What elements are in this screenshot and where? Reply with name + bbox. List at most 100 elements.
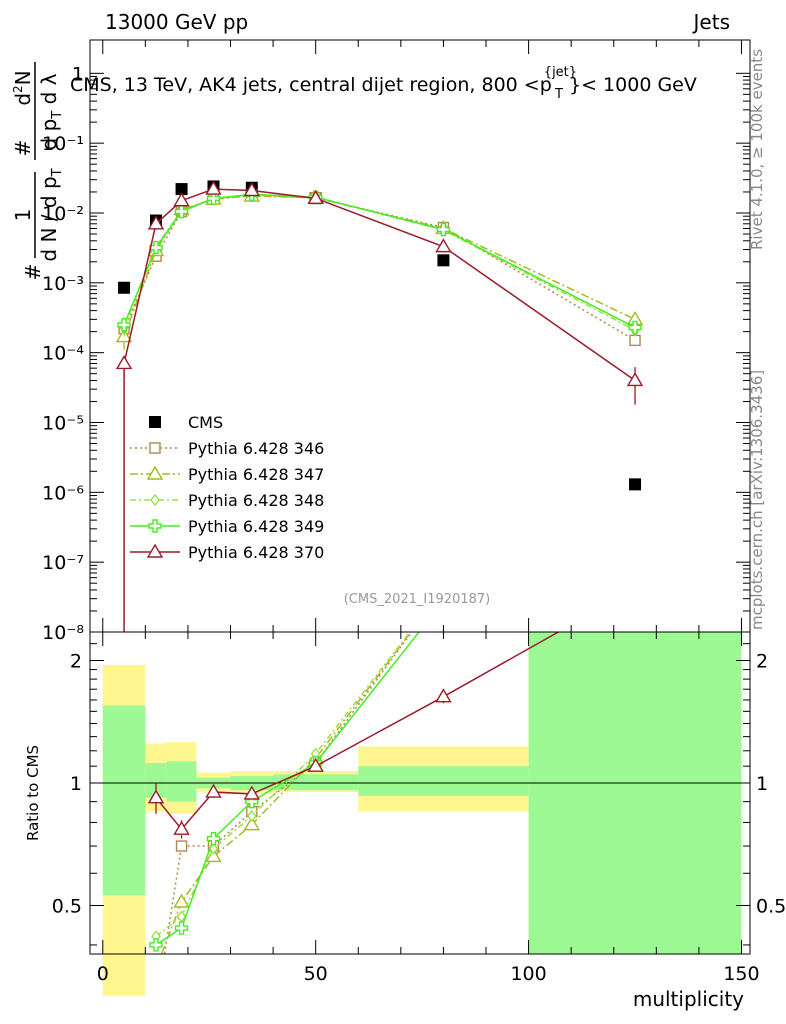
data-point [174,204,189,219]
uncertainty-band-green [102,705,146,896]
uncertainty-band-green [358,766,529,796]
data-point [307,189,324,205]
side-label-bottom: mcplots.cern.ch [arXiv:1306.3436] [748,370,766,630]
data-point [173,192,190,207]
data-point [147,215,165,230]
ratio-series-clipped [147,632,560,954]
legend-marker [149,416,161,428]
legend-entry: Pythia 6.428 347 [130,465,324,484]
x-axis-label: multiplicity [633,987,744,1011]
plot-title-end: }< 1000 GeV [569,74,697,96]
data-point [115,355,133,370]
legend-entry: Pythia 6.428 370 [130,543,324,562]
main-ticks: 10⁻⁸ 10⁻⁷ 10⁻⁶ 10⁻⁵ 10⁻⁴ 10⁻³ 10⁻² 10⁻¹ 1 [42,40,750,644]
ratio-y-tick-label: 1 [70,773,82,795]
data-point [243,182,261,197]
uncertainty-band-green [145,762,167,798]
ratio-point [173,893,190,908]
ratio-y-tick-label-right: 0.5 [756,895,786,917]
ratio-y-tick-label-right: 1 [756,773,768,795]
series-3 [119,188,640,337]
ratio-line [163,632,413,954]
x-tick-label: 150 [723,963,759,985]
legend-entry: Pythia 6.428 349 [130,517,324,536]
y-tick-label: 1 [72,63,84,85]
data-point [117,318,131,332]
ratio-ylabel: Ratio to CMS [24,745,42,841]
ratio-line [155,632,411,937]
legend: CMS Pythia 6.428 346 Pythia 6.428 347 Pythi… [130,413,324,562]
x-tick-label: 100 [510,963,546,985]
watermark: (CMS_2021_I1920187) [344,592,491,607]
data-point [205,180,222,195]
y-tick-label: 10⁻² [42,203,84,225]
main-panel: 10⁻⁸ 10⁻⁷ 10⁻⁶ 10⁻⁵ 10⁻⁴ 10⁻³ 10⁻² 10⁻¹ 1 (CMS_2… [42,39,751,644]
y-tick-label: 10⁻¹ [42,133,84,155]
legend-entry: Pythia 6.428 346 [130,439,324,458]
ylabel-left-hash: # [21,264,45,281]
y-tick-label: 10⁻⁷ [42,552,84,574]
legend-marker [146,465,164,480]
ylabel-numerator-3: d2N [11,70,35,105]
ratio-point [149,938,163,952]
data-point [175,183,188,196]
y-tick-label: 10⁻⁸ [42,622,84,644]
ratio-line [155,632,420,946]
legend-label: CMS [188,413,223,432]
y-tick-label: 10⁻³ [42,273,84,295]
ylabel-denominator-1: d N / d pT [37,168,65,261]
ratio-point [173,820,190,835]
data-point [629,334,641,347]
y-tick-label: 10⁻⁶ [42,482,84,504]
data-point [435,238,452,253]
ratio-series-4 [147,632,560,839]
legend-label: Pythia 6.428 370 [188,543,324,562]
ratio-y-tick-label-right: 2 [756,651,768,673]
ratio-bands [102,632,742,996]
ratio-point [206,831,221,846]
legend-label: Pythia 6.428 347 [188,465,324,484]
series-line [123,194,636,331]
legend-marker [149,442,161,454]
y-tick-label: 10⁻⁴ [42,343,84,365]
data-point [436,222,451,237]
legend-entry: CMS [149,413,223,432]
plot-title-main: CMS, 13 TeV, AK4 jets, central dijet reg… [70,74,552,96]
data-point [118,281,131,294]
legend-marker [150,493,160,507]
ratio-frame [89,631,751,955]
ratio-point [246,809,257,823]
legend-entry: Pythia 6.428 348 [130,491,324,510]
ratio-point [174,921,189,935]
ratio-point [205,783,222,798]
data-point [628,320,642,335]
series-4 [117,187,642,335]
data-point [437,254,450,267]
ratio-point [175,840,188,852]
header-left: 13000 GeV pp [105,10,248,34]
data-point [149,240,163,255]
series-line [123,193,636,329]
legend-label: Pythia 6.428 348 [188,491,324,510]
plot-title-sup: {jet} [544,65,577,80]
data-point [629,478,642,491]
legend-label: Pythia 6.428 346 [188,439,324,458]
ratio-line [160,632,412,954]
ratio-series [147,632,560,954]
plot-title-sub: T [554,87,563,102]
ratio-point [243,785,261,800]
ratio-point [243,816,261,831]
header-right: Jets [692,10,730,34]
series-line [123,194,636,342]
x-tick-label: 50 [304,963,328,985]
ylabel-numerator-1: 1 [11,209,35,222]
ylabel-numerator-2: # [11,140,35,157]
ratio-point [307,757,324,772]
series-5 [115,180,644,632]
x-tick-label: 0 [97,963,109,985]
series-line [123,188,636,382]
y-tick-label: 10⁻⁵ [42,412,84,434]
uncertainty-band-green [528,632,742,954]
ratio-panel: 0.5 0.5 1 1 2 2 0 50 100 150 Ratio to CMS multipl… [24,631,786,1011]
